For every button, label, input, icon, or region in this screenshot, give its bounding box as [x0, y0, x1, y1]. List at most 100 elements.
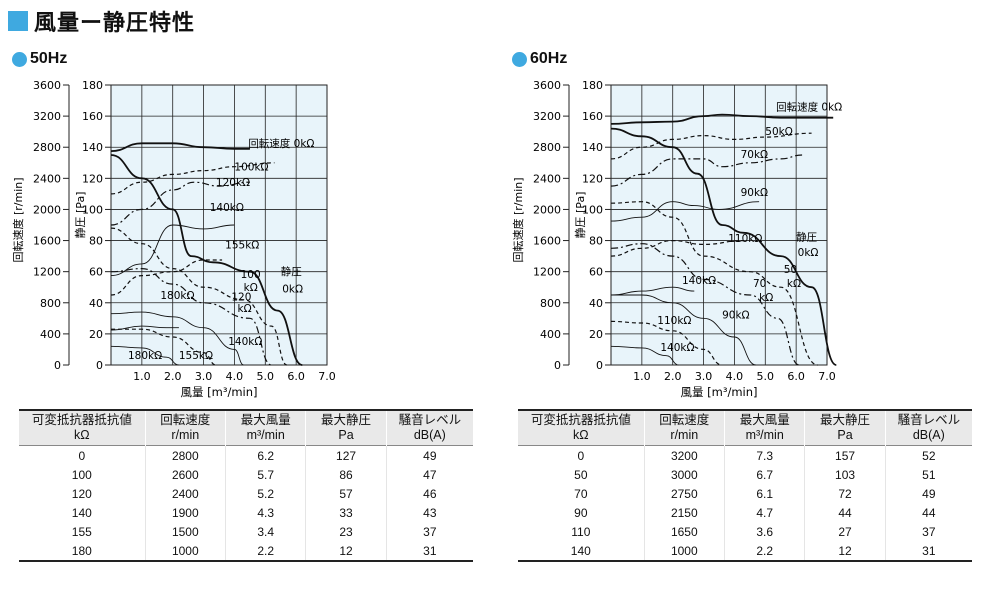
- curve-label: 120: [231, 291, 251, 303]
- table-row: 70 2750 6.1 72 49: [518, 484, 972, 503]
- table-header-row: 可変抵抗器抵抗値 kΩ 回転速度 r/min 最大風量 m³/min 最大静圧 Pa 騒音レベル…: [518, 410, 972, 446]
- chart-50hz: 1.0 2.0 3.0 4.0 5.0 6.0 7.0 0 20 40 60 80 100 120 140 1…: [11, 79, 336, 399]
- series-line-pressure: [110, 154, 303, 366]
- speed-tick-label: 400: [540, 328, 561, 341]
- hz-label-text: 50Hz: [30, 50, 68, 67]
- table-cell: 103: [804, 465, 886, 484]
- table-header-cell: 最大風量 m³/min: [723, 410, 806, 446]
- table-header-text: kΩ: [573, 428, 589, 442]
- table-row: 140 1000 2.2 12 31: [518, 541, 972, 562]
- table-cell: 140: [518, 541, 645, 562]
- table-cell: 3.4: [224, 522, 307, 541]
- curve-label: kΩ: [238, 303, 252, 315]
- curve-label: 0kΩ: [282, 284, 303, 296]
- series-line-pressure: [110, 267, 272, 366]
- speed-tick-label: 2000: [33, 203, 61, 216]
- table-cell: 2750: [643, 484, 725, 503]
- pressure-tick-label: 20: [589, 328, 603, 341]
- series-line-speed: [610, 113, 834, 125]
- x-tick-label: 6.0: [787, 370, 805, 383]
- pressure-axis-label: 静圧 [Pa]: [573, 192, 587, 239]
- table-cell: 2800: [144, 445, 226, 465]
- x-tick-label: 1.0: [133, 370, 151, 383]
- series-line-speed: [610, 286, 695, 296]
- table-row: 100 2600 5.7 86 47: [19, 465, 473, 484]
- table-cell: 33: [305, 503, 387, 522]
- page-title: 風量ー静圧特性: [8, 6, 195, 36]
- table-cell: 1000: [643, 541, 725, 562]
- curve-label: 0kΩ: [798, 247, 819, 259]
- x-tick-label: 1.0: [633, 370, 651, 383]
- table-header-text: 最大静圧: [321, 413, 372, 427]
- page-title-text: 風量ー静圧特性: [34, 11, 196, 36]
- table-row: 155 1500 3.4 23 37: [19, 522, 473, 541]
- series-line-pressure: [110, 345, 179, 366]
- curve-label: 50: [784, 264, 797, 276]
- table-cell: 44: [804, 503, 886, 522]
- x-tick-label: 4.0: [226, 370, 244, 383]
- table-cell: 110: [518, 522, 645, 541]
- curve-label: 70kΩ: [741, 149, 768, 161]
- table-cell: 43: [385, 503, 473, 522]
- dot-icon: [512, 51, 527, 67]
- table-cell: 180: [19, 541, 146, 562]
- pressure-tick-label: 0: [96, 359, 103, 372]
- speed-tick-label: 2800: [33, 141, 61, 154]
- series-line-pressure: [610, 320, 723, 366]
- table-header-cell: 騒音レベル dB(A): [385, 410, 473, 446]
- table-row: 90 2150 4.7 44 44: [518, 503, 972, 522]
- curve-label: 回転速度 0kΩ: [776, 101, 842, 114]
- speed-tick-label: 1600: [33, 235, 61, 248]
- pressure-tick-label: 60: [89, 266, 103, 279]
- speed-tick-label: 800: [540, 297, 561, 310]
- table-cell: 120: [19, 484, 146, 503]
- x-tick-label: 7.0: [318, 370, 336, 383]
- table-header-cell: 最大風量 m³/min: [224, 410, 307, 446]
- table-cell: 4.7: [723, 503, 806, 522]
- curve-label: 140kΩ: [660, 342, 694, 354]
- table-cell: 52: [884, 445, 972, 465]
- table-cell: 100: [19, 465, 146, 484]
- curve-label: 90kΩ: [741, 187, 768, 199]
- pressure-tick-label: 0: [596, 359, 603, 372]
- table-row: 180 1000 2.2 12 31: [19, 541, 473, 562]
- plot-area: [610, 84, 828, 366]
- curve-label: kΩ: [244, 282, 258, 294]
- table-cell: 0: [518, 445, 645, 465]
- pressure-tick-label: 120: [82, 172, 103, 185]
- table-cell: 51: [884, 465, 972, 484]
- table-cell: 1900: [144, 503, 226, 522]
- table-header-cell: 可変抵抗器抵抗値 kΩ: [518, 410, 645, 446]
- x-tick-label: 5.0: [257, 370, 275, 383]
- series-line-speed: [110, 142, 250, 152]
- x-tick-label: 7.0: [818, 370, 836, 383]
- speed-tick-label: 1200: [33, 266, 61, 279]
- curve-label: 110kΩ: [728, 233, 762, 245]
- curve-label: 140kΩ: [210, 202, 244, 214]
- table-cell: 6.7: [723, 465, 806, 484]
- table-header-text: 騒音レベル: [897, 413, 961, 427]
- curve-label: 90kΩ: [722, 309, 749, 321]
- speed-tick-label: 2800: [533, 141, 561, 154]
- curve-label: 120kΩ: [216, 177, 250, 189]
- series-line-pressure: [610, 201, 818, 366]
- curve-label: 140kΩ: [228, 336, 262, 348]
- table-header-text: r/min: [670, 428, 699, 442]
- series-line-pressure: [610, 294, 757, 366]
- pressure-tick-label: 60: [589, 266, 603, 279]
- table-cell: 5.7: [224, 465, 307, 484]
- table-header-text: 最大風量: [739, 413, 790, 427]
- curve-label: 50kΩ: [765, 126, 792, 138]
- table-cell: 37: [884, 522, 972, 541]
- table-cell: 1500: [144, 522, 226, 541]
- curve-label: kΩ: [787, 278, 801, 290]
- table-cell: 49: [385, 445, 473, 465]
- table-header-text: Pa: [837, 428, 853, 442]
- table-header-text: Pa: [338, 428, 354, 442]
- dot-icon: [12, 51, 27, 67]
- hz-label-text: 60Hz: [530, 50, 568, 67]
- speed-tick-label: 400: [40, 328, 61, 341]
- curve-label: 70: [753, 278, 766, 290]
- table-cell: 6.2: [224, 445, 307, 465]
- table-cell: 3.6: [723, 522, 806, 541]
